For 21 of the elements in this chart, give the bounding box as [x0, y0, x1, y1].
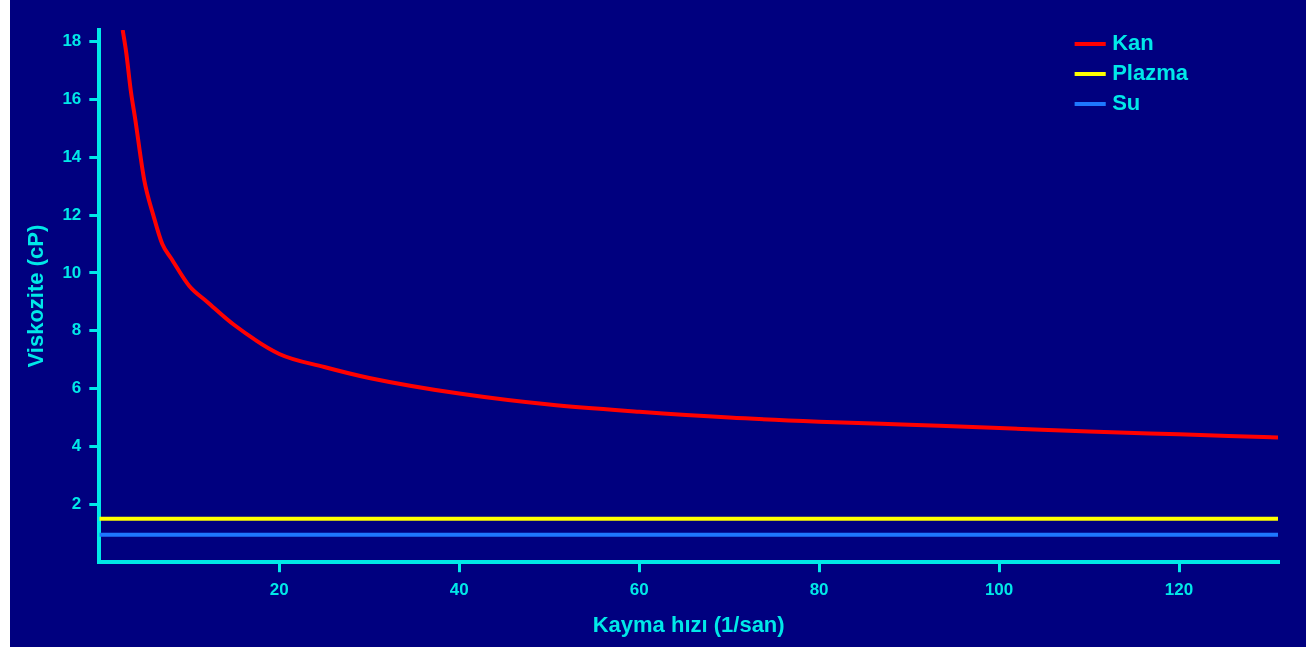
- y-tick-label: 14: [62, 146, 82, 166]
- y-tick-label: 6: [71, 378, 82, 398]
- y-tick-label: 18: [62, 31, 82, 51]
- y-tick-label: 10: [62, 262, 82, 282]
- line-series: [120, 30, 1278, 440]
- x-tick-label: 120: [1164, 580, 1194, 600]
- y-tick-label: 4: [71, 436, 82, 456]
- x-tick-label: 100: [984, 580, 1014, 600]
- x-axis-title: Kayma hızı (1/san): [592, 611, 785, 637]
- x-tick-label: 40: [449, 580, 469, 600]
- y-tick-label: 12: [62, 204, 82, 224]
- y-tick-label: 2: [71, 494, 82, 514]
- x-tick-label: 60: [629, 580, 649, 600]
- legend-label: Kan: [1112, 30, 1154, 56]
- y-axis-title: Viskozite (cP): [23, 224, 49, 368]
- y-tick-label: 16: [62, 89, 82, 109]
- legend-label: Plazma: [1112, 60, 1189, 86]
- x-tick-label: 20: [269, 580, 289, 600]
- x-tick-label: 80: [809, 580, 829, 600]
- y-tick-label: 8: [71, 320, 82, 340]
- legend-label: Su: [1112, 90, 1141, 116]
